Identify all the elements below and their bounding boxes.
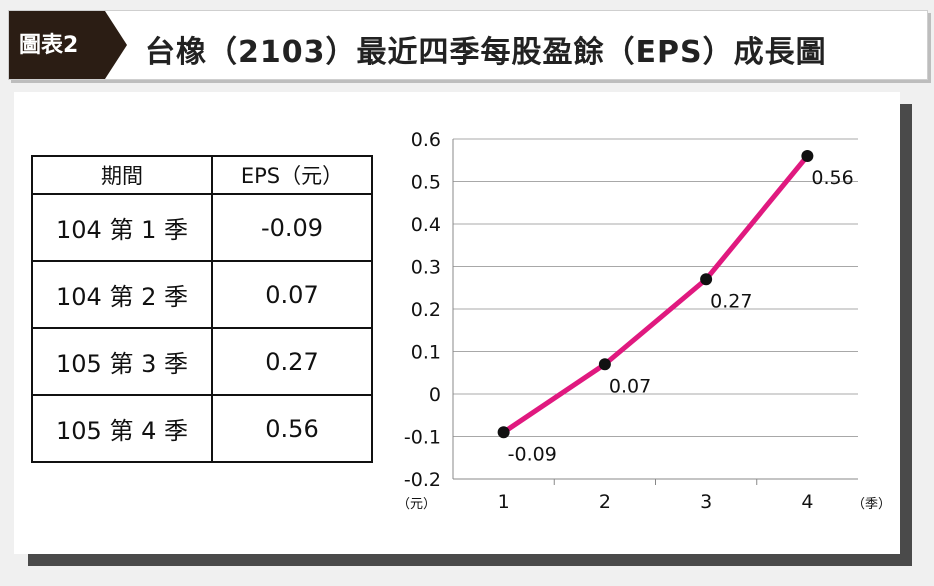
y-tick-label: -0.2 [404, 469, 441, 491]
column-header-eps: EPS（元） [211, 155, 373, 195]
y-tick-label: 0.5 [411, 172, 441, 194]
table-row: 105 第 3 季 0.27 [31, 327, 373, 396]
y-tick-label: 0.4 [411, 214, 441, 236]
x-tick-label: 4 [801, 491, 813, 513]
y-tick-label: 0.1 [411, 342, 441, 364]
period-cell: 104 第 2 季 [31, 260, 213, 329]
data-point-marker [598, 358, 611, 371]
eps-cell: 0.56 [211, 394, 373, 463]
column-header-period: 期間 [31, 155, 213, 195]
badge-label: 圖表2 [19, 33, 79, 58]
badge-arrow-shape [9, 11, 127, 79]
data-point-marker [700, 273, 713, 286]
figure-badge: 圖表2 [9, 11, 127, 79]
data-point-marker [497, 426, 510, 439]
eps-cell: -0.09 [211, 193, 373, 262]
period-cell: 104 第 1 季 [31, 193, 213, 262]
page-title: 台橡（2103）最近四季每股盈餘（EPS）成長圖 [145, 35, 827, 70]
y-tick-label: -0.1 [404, 427, 441, 449]
eps-cell: 0.07 [211, 260, 373, 329]
data-label: -0.09 [508, 443, 557, 465]
y-tick-label: 0.3 [411, 257, 441, 279]
period-cell: 105 第 3 季 [31, 327, 213, 396]
x-tick-label: 3 [700, 491, 712, 513]
eps-cell: 0.27 [211, 327, 373, 396]
eps-series-line [501, 153, 810, 435]
y-unit-label: （元） [397, 497, 436, 512]
x-unit-label: （季） [852, 497, 891, 512]
data-label: 0.27 [710, 290, 752, 312]
y-tick-label: 0.2 [411, 299, 441, 321]
table-row: 105 第 4 季 0.56 [31, 394, 373, 463]
table-row: 104 第 2 季 0.07 [31, 260, 373, 329]
data-label: 0.56 [811, 167, 853, 189]
eps-table: 期間 EPS（元） 104 第 1 季 -0.09 104 第 2 季 0.07… [31, 155, 373, 463]
period-cell: 105 第 4 季 [31, 394, 213, 463]
x-tick-label: 2 [599, 491, 611, 513]
table-row: 104 第 1 季 -0.09 [31, 193, 373, 262]
table-header-row: 期間 EPS（元） [31, 155, 373, 195]
data-point-marker [801, 150, 814, 162]
y-tick-label: 0.6 [411, 129, 441, 151]
header-bar: 圖表2 台橡（2103）最近四季每股盈餘（EPS）成長圖 [8, 10, 928, 80]
x-tick-label: 1 [498, 491, 510, 513]
data-label: 0.07 [609, 375, 651, 397]
y-tick-label: 0 [429, 384, 441, 406]
